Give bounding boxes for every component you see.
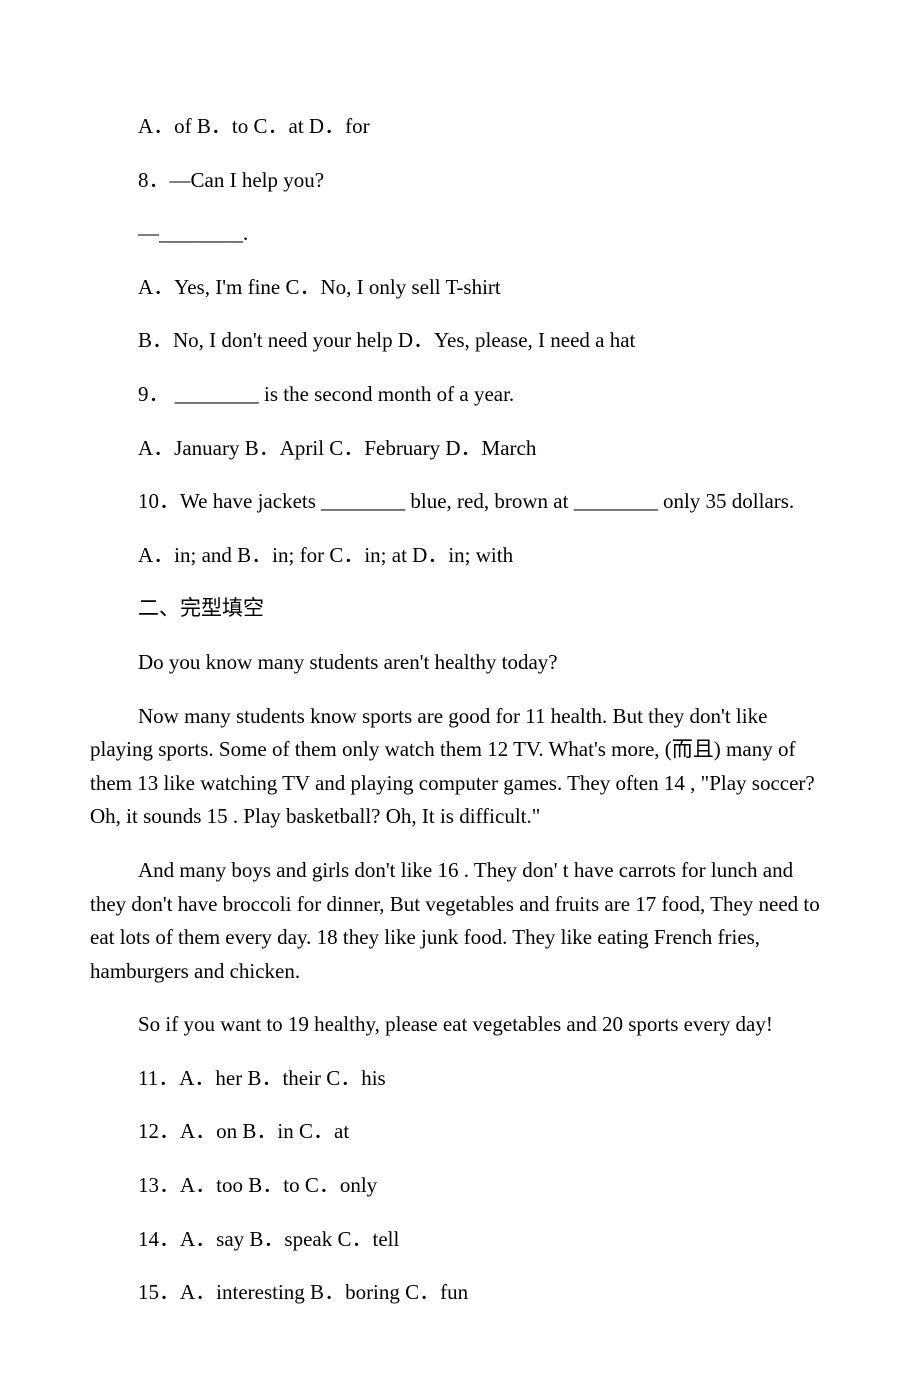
passage-para3: And many boys and girls don't like 16 . … (90, 854, 830, 988)
q9-options: A．January B．April C．February D．March (90, 432, 830, 466)
q14: 14．A．say B．speak C．tell (90, 1223, 830, 1257)
passage-para4: So if you want to 19 healthy, please eat… (90, 1008, 830, 1042)
q8-options-row2: B．No, I don't need your help D．Yes, plea… (90, 324, 830, 358)
q10-options: A．in; and B．in; for C．in; at D．in; with (90, 539, 830, 573)
q10-stem: 10．We have jackets ________ blue, red, b… (90, 485, 830, 519)
passage-para2: Now many students know sports are good f… (90, 700, 830, 834)
q13: 13．A．too B．to C．only (90, 1169, 830, 1203)
q8-blank-line: —________. (90, 217, 830, 251)
q7-options: A．of B．to C．at D．for (90, 110, 830, 144)
passage-para1: Do you know many students aren't healthy… (90, 646, 830, 680)
q11: 11．A．her B．their C．his (90, 1062, 830, 1096)
q8-stem: 8．—Can I help you? (90, 164, 830, 198)
q8-options-row1: A．Yes, I'm fine C．No, I only sell T-shir… (90, 271, 830, 305)
section2-title: 二、完型填空 (90, 592, 830, 626)
q15: 15．A．interesting B．boring C．fun (90, 1276, 830, 1310)
q9-stem: 9． ________ is the second month of a yea… (90, 378, 830, 412)
q12: 12．A．on B．in C．at (90, 1115, 830, 1149)
